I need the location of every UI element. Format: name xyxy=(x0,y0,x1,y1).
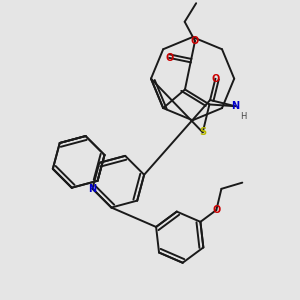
Text: N: N xyxy=(231,101,239,111)
Text: H: H xyxy=(240,112,246,121)
Text: O: O xyxy=(211,74,220,84)
Text: S: S xyxy=(199,127,206,137)
Text: N: N xyxy=(88,184,97,194)
Text: O: O xyxy=(191,36,199,46)
Text: O: O xyxy=(212,205,220,215)
Text: O: O xyxy=(165,53,173,63)
